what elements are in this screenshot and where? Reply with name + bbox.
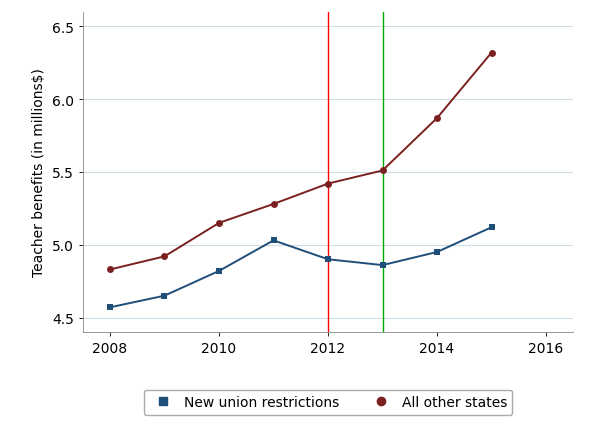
Legend: New union restrictions, All other states: New union restrictions, All other states [144,390,512,415]
Y-axis label: Teacher benefits (in millions$): Teacher benefits (in millions$) [32,68,46,277]
